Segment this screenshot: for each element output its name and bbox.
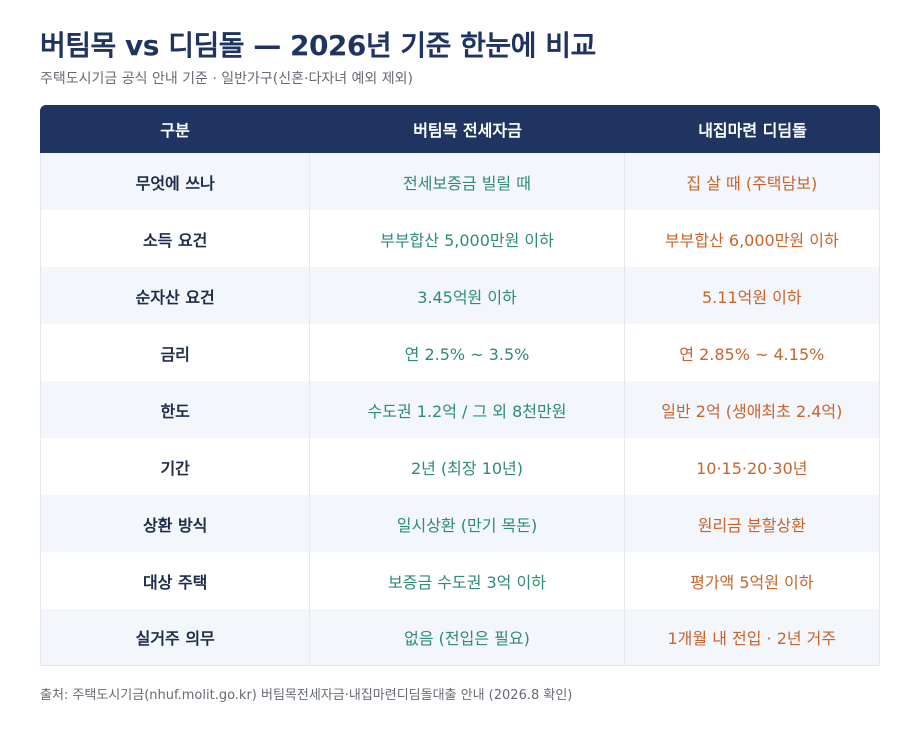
header-category: 구분 [160, 121, 190, 140]
table-row: 상환 방식 일시상환 (만기 목돈) 원리금 분할상환 [40, 495, 880, 552]
row-label: 상환 방식 [41, 495, 311, 552]
table-row: 소득 요건 부부합산 5,000만원 이하 부부합산 6,000만원 이하 [40, 210, 880, 267]
table-row: 실거주 의무 없음 (전입은 필요) 1개월 내 전입 · 2년 거주 [40, 609, 880, 666]
beotimmok-value: 수도권 1.2억 / 그 외 8천만원 [310, 381, 625, 438]
didimdol-value: 평가액 5억원 이하 [690, 572, 814, 592]
beotimmok-value: 2년 (최장 10년) [310, 438, 625, 495]
row-label: 대상 주택 [41, 552, 311, 609]
didimdol-value: 집 살 때 (주택담보) [686, 173, 818, 193]
row-label: 금리 [41, 324, 311, 381]
beotimmok-value: 3.45억원 이하 [310, 267, 625, 324]
row-label: 무엇에 쓰나 [41, 153, 311, 210]
table-row: 대상 주택 보증금 수도권 3억 이하 평가액 5억원 이하 [40, 552, 880, 609]
didimdol-value: 부부합산 6,000만원 이하 [664, 230, 839, 250]
header-beotimmok: 버팀목 전세자금 [413, 121, 522, 140]
row-label: 순자산 요건 [41, 267, 311, 324]
beotimmok-value: 보증금 수도권 3억 이하 [310, 552, 625, 609]
didimdol-value: 5.11억원 이하 [702, 287, 802, 307]
table-body: 무엇에 쓰나 전세보증금 빌릴 때 집 살 때 (주택담보) 소득 요건 부부합… [40, 153, 880, 666]
beotimmok-value: 일시상환 (만기 목돈) [310, 495, 625, 552]
table-row: 순자산 요건 3.45억원 이하 5.11억원 이하 [40, 267, 880, 324]
didimdol-value: 1개월 내 전입 · 2년 거주 [667, 629, 837, 648]
page-subtitle: 주택도시기금 공식 안내 기준 · 일반가구(신혼·다자녀 예외 제외) [40, 71, 413, 87]
beotimmok-value: 전세보증금 빌릴 때 [310, 153, 625, 210]
table-row: 한도 수도권 1.2억 / 그 외 8천만원 일반 2억 (생애최초 2.4억) [40, 381, 880, 438]
source-footnote: 출처: 주택도시기금(nhuf.molit.go.kr) 버팀목전세자금·내집마… [40, 688, 573, 703]
table-row: 기간 2년 (최장 10년) 10·15·20·30년 [40, 438, 880, 495]
table-header: 구분 버팀목 전세자금 내집마련 디딤돌 [40, 105, 880, 153]
row-label: 한도 [41, 381, 311, 438]
beotimmok-value: 연 2.5% ~ 3.5% [310, 324, 625, 381]
row-label: 실거주 의무 [41, 609, 311, 665]
didimdol-value: 10·15·20·30년 [696, 458, 808, 478]
beotimmok-value: 없음 (전입은 필요) [310, 609, 625, 665]
row-label: 소득 요건 [41, 210, 311, 267]
row-label: 기간 [41, 438, 311, 495]
header-didimdol: 내집마련 디딤돌 [698, 121, 807, 140]
didimdol-value: 일반 2억 (생애최초 2.4억) [661, 401, 843, 421]
page-title: 버팀목 vs 디딤돌 — 2026년 기준 한눈에 비교 [40, 29, 596, 62]
table-row: 금리 연 2.5% ~ 3.5% 연 2.85% ~ 4.15% [40, 324, 880, 381]
beotimmok-value: 부부합산 5,000만원 이하 [310, 210, 625, 267]
table-row: 무엇에 쓰나 전세보증금 빌릴 때 집 살 때 (주택담보) [40, 153, 880, 210]
didimdol-value: 원리금 분할상환 [697, 515, 806, 535]
comparison-table: 구분 버팀목 전세자금 내집마련 디딤돌 무엇에 쓰나 전세보증금 빌릴 때 집… [40, 105, 880, 666]
didimdol-value: 연 2.85% ~ 4.15% [679, 344, 825, 364]
